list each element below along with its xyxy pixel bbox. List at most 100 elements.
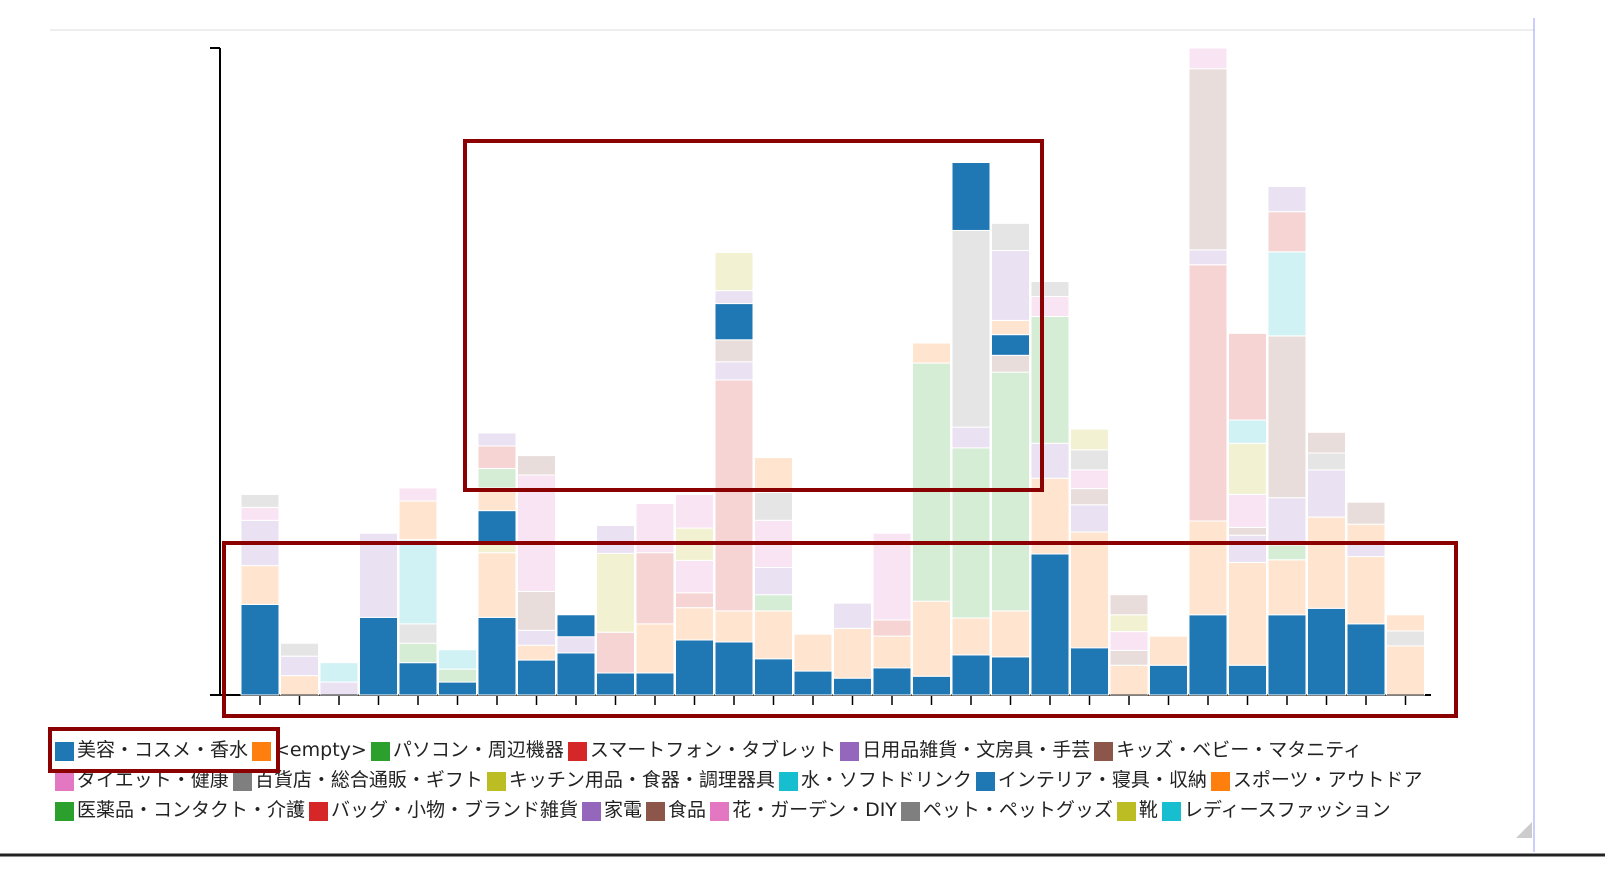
legend-item[interactable]: パソコン・周辺機器 (370, 735, 564, 765)
legend-swatch (1094, 742, 1114, 761)
bar-segment (912, 600, 951, 677)
bar-segment (991, 371, 1030, 612)
bar-segment (991, 334, 1030, 356)
bar-segment (754, 491, 793, 521)
bar-segment (556, 636, 596, 654)
bar-segment (1228, 526, 1267, 536)
legend-swatch (486, 772, 506, 791)
bar-segment (1070, 469, 1109, 490)
legend-item[interactable]: ペット・ペットグッズ (900, 795, 1113, 825)
legend-item[interactable]: ダイエット・健康 (55, 765, 229, 795)
bar-segment (240, 603, 280, 696)
bar-segment (675, 527, 714, 561)
legend-label: キッチン用品・食器・調理器具 (508, 769, 775, 791)
bar-segment (596, 672, 635, 696)
bar-segment (991, 656, 1030, 696)
legend-item[interactable]: 美容・コスメ・香水 (55, 735, 248, 765)
legend-item[interactable]: 花・ガーデン・DIY (710, 795, 897, 825)
bar-segment (872, 635, 912, 669)
legend-item[interactable]: <empty> (252, 735, 367, 765)
legend-swatch (252, 742, 272, 761)
bar-segment (912, 675, 951, 696)
legend-label: ペット・ペットグッズ (922, 799, 1113, 821)
bar-segment (1030, 477, 1070, 555)
bar-segment (635, 623, 675, 674)
legend-item[interactable]: キッズ・ベビー・マタニティ (1094, 735, 1362, 765)
bar-segment (872, 667, 912, 696)
bar-segment (1307, 469, 1346, 518)
legend-item[interactable]: 靴 (1116, 795, 1158, 825)
legend-label: 医薬品・コンタクト・介護 (77, 799, 306, 821)
legend-swatch (1210, 772, 1230, 791)
legend-swatch (582, 802, 602, 821)
legend-item[interactable]: スポーツ・アウトドア (1210, 765, 1423, 795)
legend-item[interactable]: レディースファッション (1161, 795, 1391, 825)
bar-segment (754, 457, 793, 493)
bar-segment (714, 339, 754, 363)
bar-segment (872, 532, 912, 621)
bar-segment (1228, 534, 1267, 563)
bar-segment (1030, 442, 1070, 479)
bar-segment (398, 642, 438, 664)
legend-swatch (55, 802, 74, 821)
legend-label: ダイエット・健康 (77, 769, 229, 791)
bar-segment (872, 619, 912, 637)
bar-segment (240, 506, 280, 521)
legend-item[interactable]: 家電 (582, 795, 642, 825)
bar-segment (714, 379, 754, 612)
bar-segment (1228, 493, 1267, 528)
bar-segment (1228, 419, 1267, 444)
legend-swatch (900, 802, 920, 821)
bar-segment (991, 610, 1030, 658)
bar-segment (1030, 281, 1070, 297)
bar-segment (1228, 561, 1267, 666)
bar-segment (675, 493, 714, 529)
legend-swatch (975, 772, 995, 791)
legend-swatch (55, 772, 74, 791)
bar-segment (477, 445, 517, 470)
bar-segment (754, 567, 793, 596)
legend-item[interactable]: 百貨店・総合通販・ギフト (232, 765, 483, 795)
legend-item[interactable]: 医薬品・コンタクト・介護 (55, 795, 305, 825)
bar-segment (1346, 556, 1386, 625)
bar-segment (1346, 523, 1386, 545)
bar-segment (517, 644, 556, 661)
bar-segment (319, 662, 359, 683)
legend-item[interactable]: 日用品雑貨・文房具・手芸 (840, 735, 1090, 765)
bar-segment (1267, 251, 1307, 337)
bar-segment (1188, 68, 1228, 251)
bar-segment (714, 641, 754, 696)
bar-segment (556, 614, 596, 638)
resize-handle[interactable] (1516, 822, 1532, 838)
legend-item[interactable]: 食品 (646, 795, 706, 825)
bar-segment (714, 290, 754, 305)
bar-segment (1386, 645, 1425, 696)
bar-segment (951, 447, 991, 619)
legend-label: レディースファッション (1183, 799, 1391, 821)
bar-segment (912, 362, 951, 602)
bar-segment (359, 532, 398, 618)
bar-segment (991, 222, 1030, 252)
legend-item[interactable]: スマートフォン・タブレット (567, 735, 837, 765)
bar-segment (754, 594, 793, 612)
legend-swatch (840, 742, 860, 761)
legend-label: スマートフォン・タブレット (589, 739, 837, 761)
legend-item[interactable]: インテリア・寝具・収納 (975, 765, 1207, 795)
legend-label: 水・ソフトドリンク (800, 769, 972, 791)
legend-label: 家電 (604, 799, 643, 821)
legend-item[interactable]: キッチン用品・食器・調理器具 (486, 765, 775, 795)
bar-segment (1267, 497, 1307, 546)
bar-segment (1386, 630, 1425, 647)
legend-item[interactable]: バッグ・小物・ブランド雑貨 (309, 795, 578, 825)
bar-segment (635, 552, 675, 625)
bar-segment (991, 250, 1030, 321)
bar-segment (1070, 488, 1109, 506)
legend-item[interactable]: 水・ソフトドリンク (778, 765, 972, 795)
bar-segment (1109, 594, 1149, 616)
bar-segment (833, 627, 872, 679)
bar-segment (477, 616, 517, 696)
bar-segment (1188, 47, 1228, 70)
bar-segment (556, 652, 596, 696)
legend-label: キッズ・ベビー・マタニティ (1116, 739, 1363, 761)
bar-segment (833, 677, 872, 696)
